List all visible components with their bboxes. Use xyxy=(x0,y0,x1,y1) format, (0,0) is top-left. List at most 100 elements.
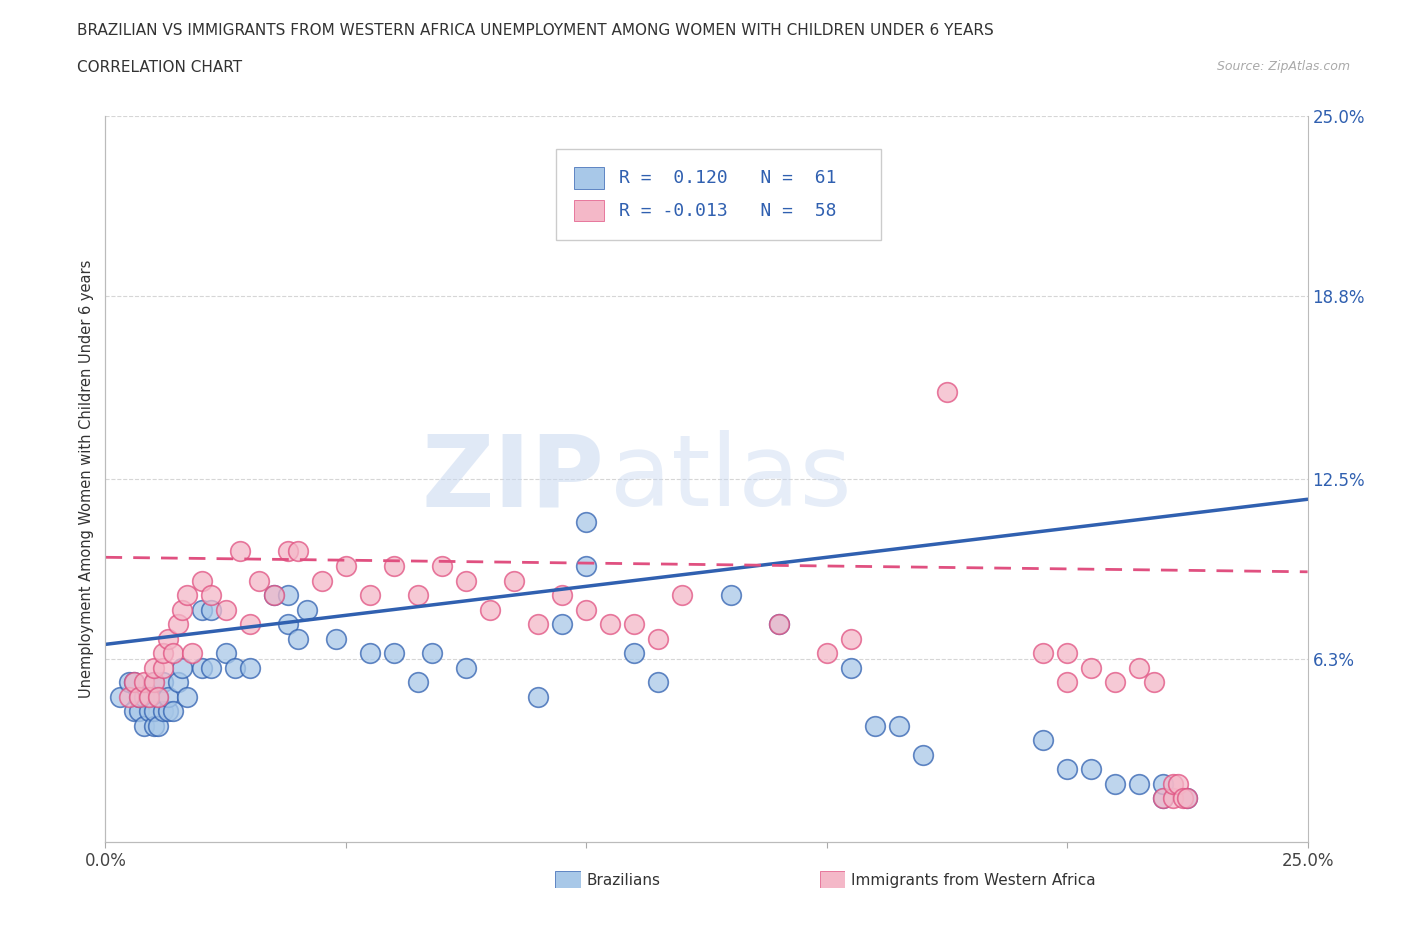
Point xyxy=(575,602,598,617)
Text: R = -0.013   N =  58: R = -0.013 N = 58 xyxy=(619,202,837,219)
Point xyxy=(575,515,598,530)
Point xyxy=(156,689,179,704)
Point xyxy=(422,645,444,660)
Point xyxy=(239,660,262,675)
Point xyxy=(162,645,184,660)
Text: R =  0.120   N =  61: R = 0.120 N = 61 xyxy=(619,169,837,187)
Point xyxy=(142,718,165,733)
Point xyxy=(214,602,236,617)
Point xyxy=(148,718,170,733)
Point xyxy=(152,645,174,660)
Point xyxy=(142,674,165,689)
Point xyxy=(311,573,333,588)
Point xyxy=(359,588,381,603)
FancyBboxPatch shape xyxy=(574,200,605,221)
Point xyxy=(1032,645,1054,660)
Point xyxy=(382,645,405,660)
Point xyxy=(1161,777,1184,791)
Point xyxy=(132,718,155,733)
Point xyxy=(190,660,212,675)
Point xyxy=(277,544,299,559)
Point xyxy=(1152,777,1174,791)
Point xyxy=(176,588,198,603)
Point xyxy=(118,689,141,704)
FancyBboxPatch shape xyxy=(574,167,605,189)
Point xyxy=(1104,777,1126,791)
Point xyxy=(815,645,838,660)
Point xyxy=(1080,762,1102,777)
Point xyxy=(1152,790,1174,805)
Point xyxy=(128,689,150,704)
Point xyxy=(1104,674,1126,689)
Point xyxy=(768,617,790,631)
Point xyxy=(124,674,146,689)
Point xyxy=(277,617,299,631)
Point xyxy=(430,559,453,574)
Point xyxy=(936,384,959,399)
Point xyxy=(156,704,179,719)
Point xyxy=(200,588,222,603)
Point xyxy=(287,631,309,646)
Point xyxy=(623,617,645,631)
Point xyxy=(1171,790,1194,805)
Text: Immigrants from Western Africa: Immigrants from Western Africa xyxy=(851,873,1095,888)
Point xyxy=(839,660,862,675)
Point xyxy=(551,617,574,631)
Point xyxy=(406,674,429,689)
Point xyxy=(124,674,146,689)
Point xyxy=(156,631,179,646)
Point xyxy=(263,588,285,603)
Point xyxy=(551,588,574,603)
Point xyxy=(1177,790,1199,805)
Point xyxy=(1167,777,1189,791)
Point xyxy=(142,704,165,719)
Point xyxy=(190,573,212,588)
Point xyxy=(1161,790,1184,805)
Point xyxy=(575,559,598,574)
Point xyxy=(190,602,212,617)
Text: BRAZILIAN VS IMMIGRANTS FROM WESTERN AFRICA UNEMPLOYMENT AMONG WOMEN WITH CHILDR: BRAZILIAN VS IMMIGRANTS FROM WESTERN AFR… xyxy=(77,23,994,38)
Point xyxy=(172,602,194,617)
Point xyxy=(124,704,146,719)
Point xyxy=(128,689,150,704)
Point xyxy=(200,660,222,675)
Point xyxy=(132,689,155,704)
Text: Brazilians: Brazilians xyxy=(586,873,661,888)
Point xyxy=(229,544,252,559)
Point xyxy=(176,689,198,704)
Point xyxy=(325,631,347,646)
Point xyxy=(863,718,886,733)
Point xyxy=(887,718,910,733)
Point xyxy=(1128,777,1150,791)
Point xyxy=(297,602,319,617)
FancyBboxPatch shape xyxy=(557,149,880,240)
Point xyxy=(911,747,934,762)
Point xyxy=(839,631,862,646)
Point xyxy=(406,588,429,603)
Text: ZIP: ZIP xyxy=(422,431,605,527)
Point xyxy=(162,704,184,719)
Point xyxy=(142,660,165,675)
Point xyxy=(263,588,285,603)
Point xyxy=(1152,790,1174,805)
Point xyxy=(335,559,357,574)
Point xyxy=(527,689,550,704)
Point xyxy=(166,674,188,689)
Point xyxy=(138,704,160,719)
Point xyxy=(138,689,160,704)
Point xyxy=(247,573,270,588)
Point xyxy=(128,704,150,719)
Point xyxy=(148,689,170,704)
Point xyxy=(181,645,204,660)
Point xyxy=(239,617,262,631)
Point xyxy=(623,645,645,660)
Point xyxy=(172,660,194,675)
Point xyxy=(287,544,309,559)
Point xyxy=(647,631,669,646)
Text: CORRELATION CHART: CORRELATION CHART xyxy=(77,60,242,75)
Point xyxy=(224,660,246,675)
Point xyxy=(671,588,693,603)
Text: atlas: atlas xyxy=(610,431,852,527)
Point xyxy=(1056,762,1078,777)
Text: Source: ZipAtlas.com: Source: ZipAtlas.com xyxy=(1216,60,1350,73)
